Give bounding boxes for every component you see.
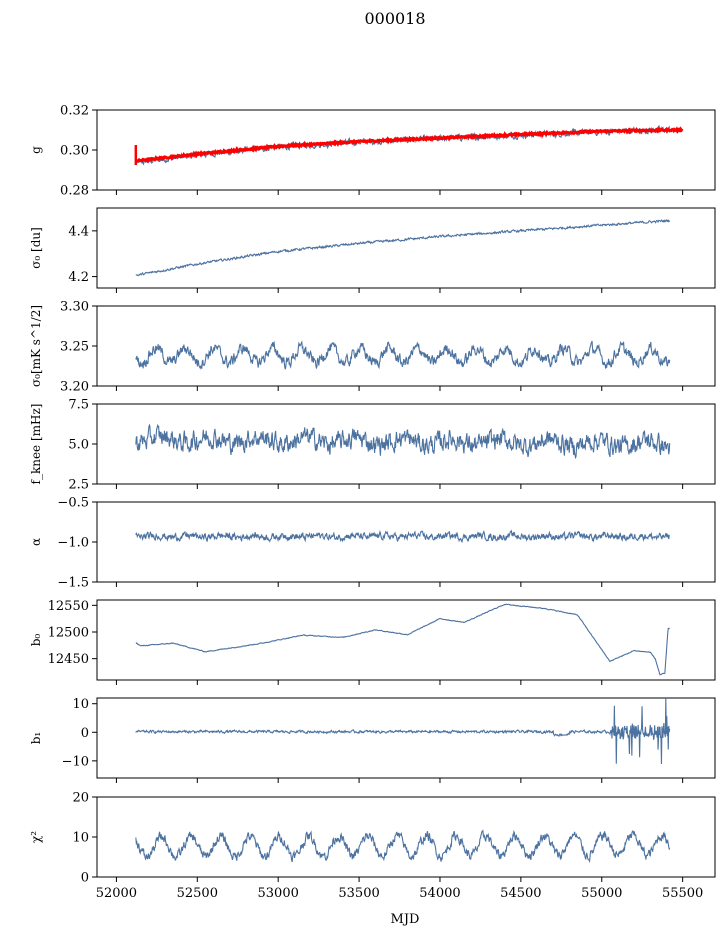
y-tick-label: −10: [62, 754, 89, 769]
y-tick-label: 0: [81, 871, 89, 886]
y-tick-label: 3.25: [60, 340, 89, 355]
x-tick-label: 53500: [338, 886, 379, 901]
y-axis-label: σ₀[mK s^1/2]: [29, 305, 43, 387]
panel-b0: 12450 12500 12550 b₀: [29, 599, 716, 685]
panel-frame: [96, 796, 716, 878]
x-axis-label: MJD: [391, 912, 420, 927]
series-line: [135, 829, 671, 864]
y-tick-label: 3.30: [60, 300, 89, 315]
y-tick-label: 0.32: [60, 104, 89, 119]
panel-fknee: 2.5 5.0 7.5 f_knee [mHz]: [29, 398, 716, 493]
model-line: [134, 126, 684, 164]
y-axis-label: g: [29, 146, 43, 154]
y-tick-label: 0.28: [60, 184, 89, 199]
x-tick-label: 55000: [581, 886, 622, 901]
y-axis-label: f_knee [mHz]: [29, 404, 43, 485]
y-tick-label: 3.20: [60, 380, 89, 395]
y-tick-label: 10: [72, 831, 89, 846]
panel-sigma0-du: 4.2 4.4 σ₀ [du]: [29, 207, 716, 293]
y-tick-label: 2.5: [68, 478, 89, 493]
figure-title: 000018: [364, 9, 425, 28]
series-line: [135, 340, 671, 370]
panel-frame: [96, 305, 716, 387]
y-tick-label: 12550: [48, 599, 89, 614]
series-line: [135, 423, 671, 460]
y-axis-label: χ²: [29, 831, 43, 843]
panel-frame: [96, 109, 716, 191]
series-line: [135, 698, 671, 765]
y-tick-label: 4.2: [68, 270, 89, 285]
panel-frame: [96, 207, 716, 289]
y-axis-label: σ₀ [du]: [29, 227, 43, 269]
y-axis-label: b₁: [29, 732, 43, 745]
y-tick-label: 0.30: [60, 144, 89, 159]
x-tick-label: 55500: [662, 886, 703, 901]
y-tick-label: 12450: [48, 652, 89, 667]
panel-frame: [96, 599, 716, 681]
y-tick-label: 4.4: [68, 224, 89, 239]
x-tick-label: 54500: [500, 886, 541, 901]
panel-sigma0-mk: 3.20 3.25 3.30 σ₀[mK s^1/2]: [29, 300, 716, 395]
y-axis-label: α: [29, 538, 43, 546]
series-line: [135, 218, 671, 277]
x-tick-label: 54000: [419, 886, 460, 901]
y-tick-label: −1.0: [57, 536, 89, 551]
y-tick-label: −0.5: [57, 496, 89, 511]
panel-g: 0.28 0.30 0.32 g: [29, 104, 716, 199]
y-tick-label: 0: [81, 726, 89, 741]
panel-frame: [96, 697, 716, 779]
x-tick-label: 53000: [258, 886, 299, 901]
y-tick-label: 12500: [48, 626, 89, 641]
y-axis-label: b₀: [29, 634, 43, 647]
x-tick-label: 52000: [96, 886, 137, 901]
panel-frame: [96, 501, 716, 583]
series-line: [135, 603, 670, 676]
y-tick-label: 20: [72, 791, 89, 806]
y-tick-label: 7.5: [68, 398, 89, 413]
panel-chi2: 0 10 20 χ² 52000 52500 53000 53500 54000 54500 550…: [29, 791, 716, 901]
series-line: [135, 529, 670, 544]
panel-alpha: −1.5 −1.0 −0.5 α: [29, 496, 716, 591]
y-tick-label: 10: [72, 697, 89, 712]
panels: 0.28 0.30 0.32 g 4.2 4.4 σ₀ [du] 3.20 3.25 3.30 σ₀…: [29, 104, 716, 901]
x-tick-label: 52500: [177, 886, 218, 901]
panel-b1: −10 0 10 b₁: [29, 697, 716, 783]
y-tick-label: 5.0: [68, 438, 89, 453]
panel-frame: [96, 403, 716, 485]
y-tick-label: −1.5: [57, 576, 89, 591]
